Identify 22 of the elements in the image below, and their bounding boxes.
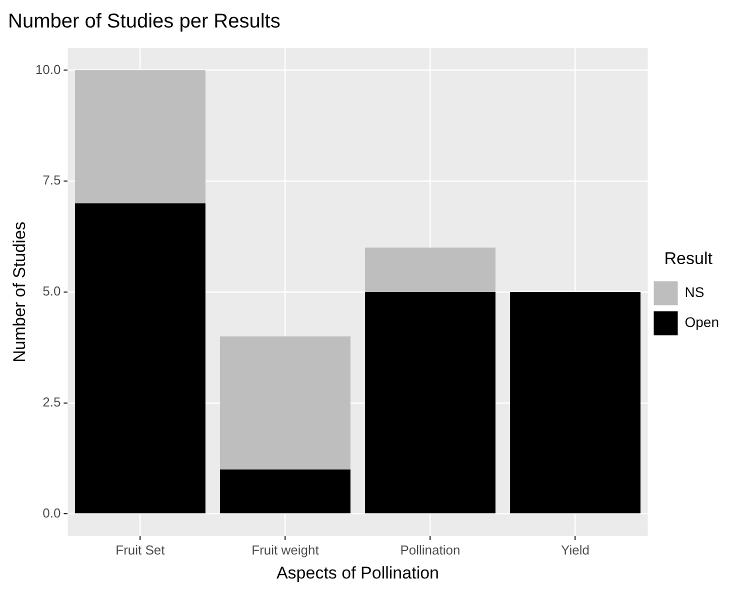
bar [510,292,640,514]
legend-title: Result [664,248,713,268]
y-axis-title: Number of Studies [10,222,29,362]
y-tick-label: 0.0 [42,505,61,520]
x-tick-label: Fruit Set [116,542,166,558]
chart-title: Number of Studies per Results [8,10,280,33]
legend-label: NS [684,284,704,300]
y-tick-label: 10.0 [35,62,61,77]
legend-label: Open [684,314,719,330]
bar [74,70,206,204]
x-tick-label: Pollination [400,542,460,558]
y-tick-label: 2.5 [42,394,61,410]
x-tick-label: Yield [561,542,590,558]
bar [364,248,496,292]
x-axis-title: Aspects of Pollination [276,563,439,582]
x-tick-label: Fruit weight [252,542,320,558]
y-tick-label: 7.5 [42,172,61,188]
y-tick-label: 5.0 [42,284,61,299]
bar [364,292,496,514]
bar [74,203,206,514]
bar [220,336,350,470]
bar [220,469,350,514]
